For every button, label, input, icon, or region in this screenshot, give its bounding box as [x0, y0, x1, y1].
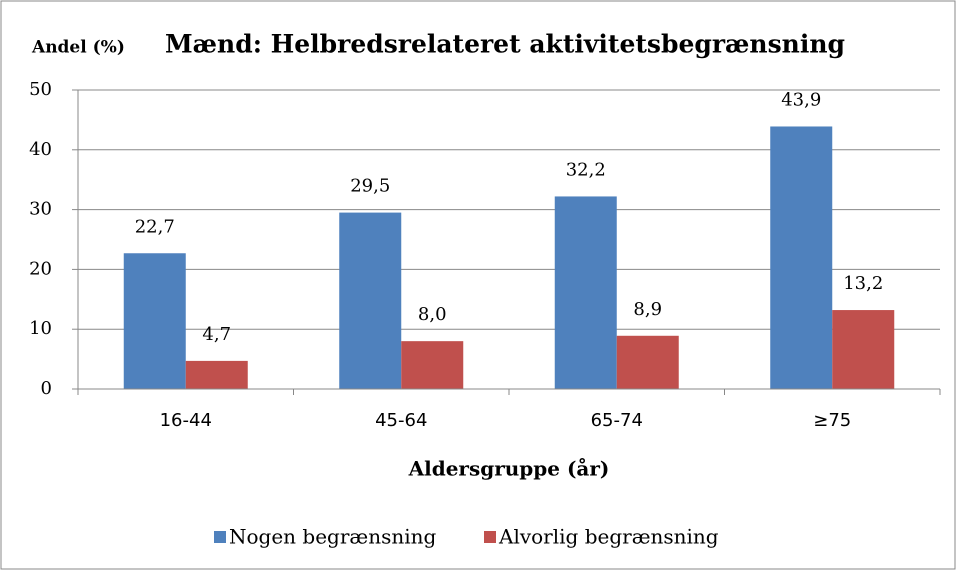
bar: [554, 196, 617, 389]
legend-label: Alvorlig begrænsning: [498, 525, 719, 549]
data-label: 29,5: [350, 176, 390, 197]
legend-swatch: [484, 531, 496, 543]
bar: [401, 341, 464, 389]
legend-label: Nogen begrænsning: [229, 525, 437, 549]
y-tick-label: 30: [29, 199, 52, 220]
y-tick-label: 40: [29, 139, 52, 160]
bar: [832, 310, 895, 389]
y-tick-label: 0: [41, 378, 52, 399]
data-label: 13,2: [843, 273, 883, 294]
data-label: 8,9: [633, 299, 662, 320]
legend-swatch: [214, 531, 226, 543]
bar: [770, 126, 833, 389]
y-tick-label: 20: [29, 258, 52, 279]
x-tick-label: 65-74: [591, 410, 643, 431]
y-axis-label: Andel (%): [31, 38, 125, 58]
x-tick-label: 45-64: [375, 410, 427, 431]
data-label: 32,2: [566, 159, 606, 180]
data-label: 22,7: [135, 216, 175, 237]
bar: [123, 253, 186, 389]
x-tick-label: 16-44: [160, 410, 212, 431]
data-label: 4,7: [202, 324, 231, 345]
chart-title: Mænd: Helbredsrelateret aktivitetsbegræn…: [165, 30, 845, 59]
x-tick-label: ≥75: [813, 410, 851, 431]
bar: [185, 360, 248, 389]
y-tick-label: 10: [29, 318, 52, 339]
data-label: 8,0: [418, 304, 447, 325]
data-label: 43,9: [781, 89, 821, 110]
bar: [339, 212, 402, 389]
y-tick-label: 50: [29, 79, 52, 100]
bar: [616, 335, 679, 389]
x-axis-label: Aldersgruppe (år): [408, 457, 610, 481]
